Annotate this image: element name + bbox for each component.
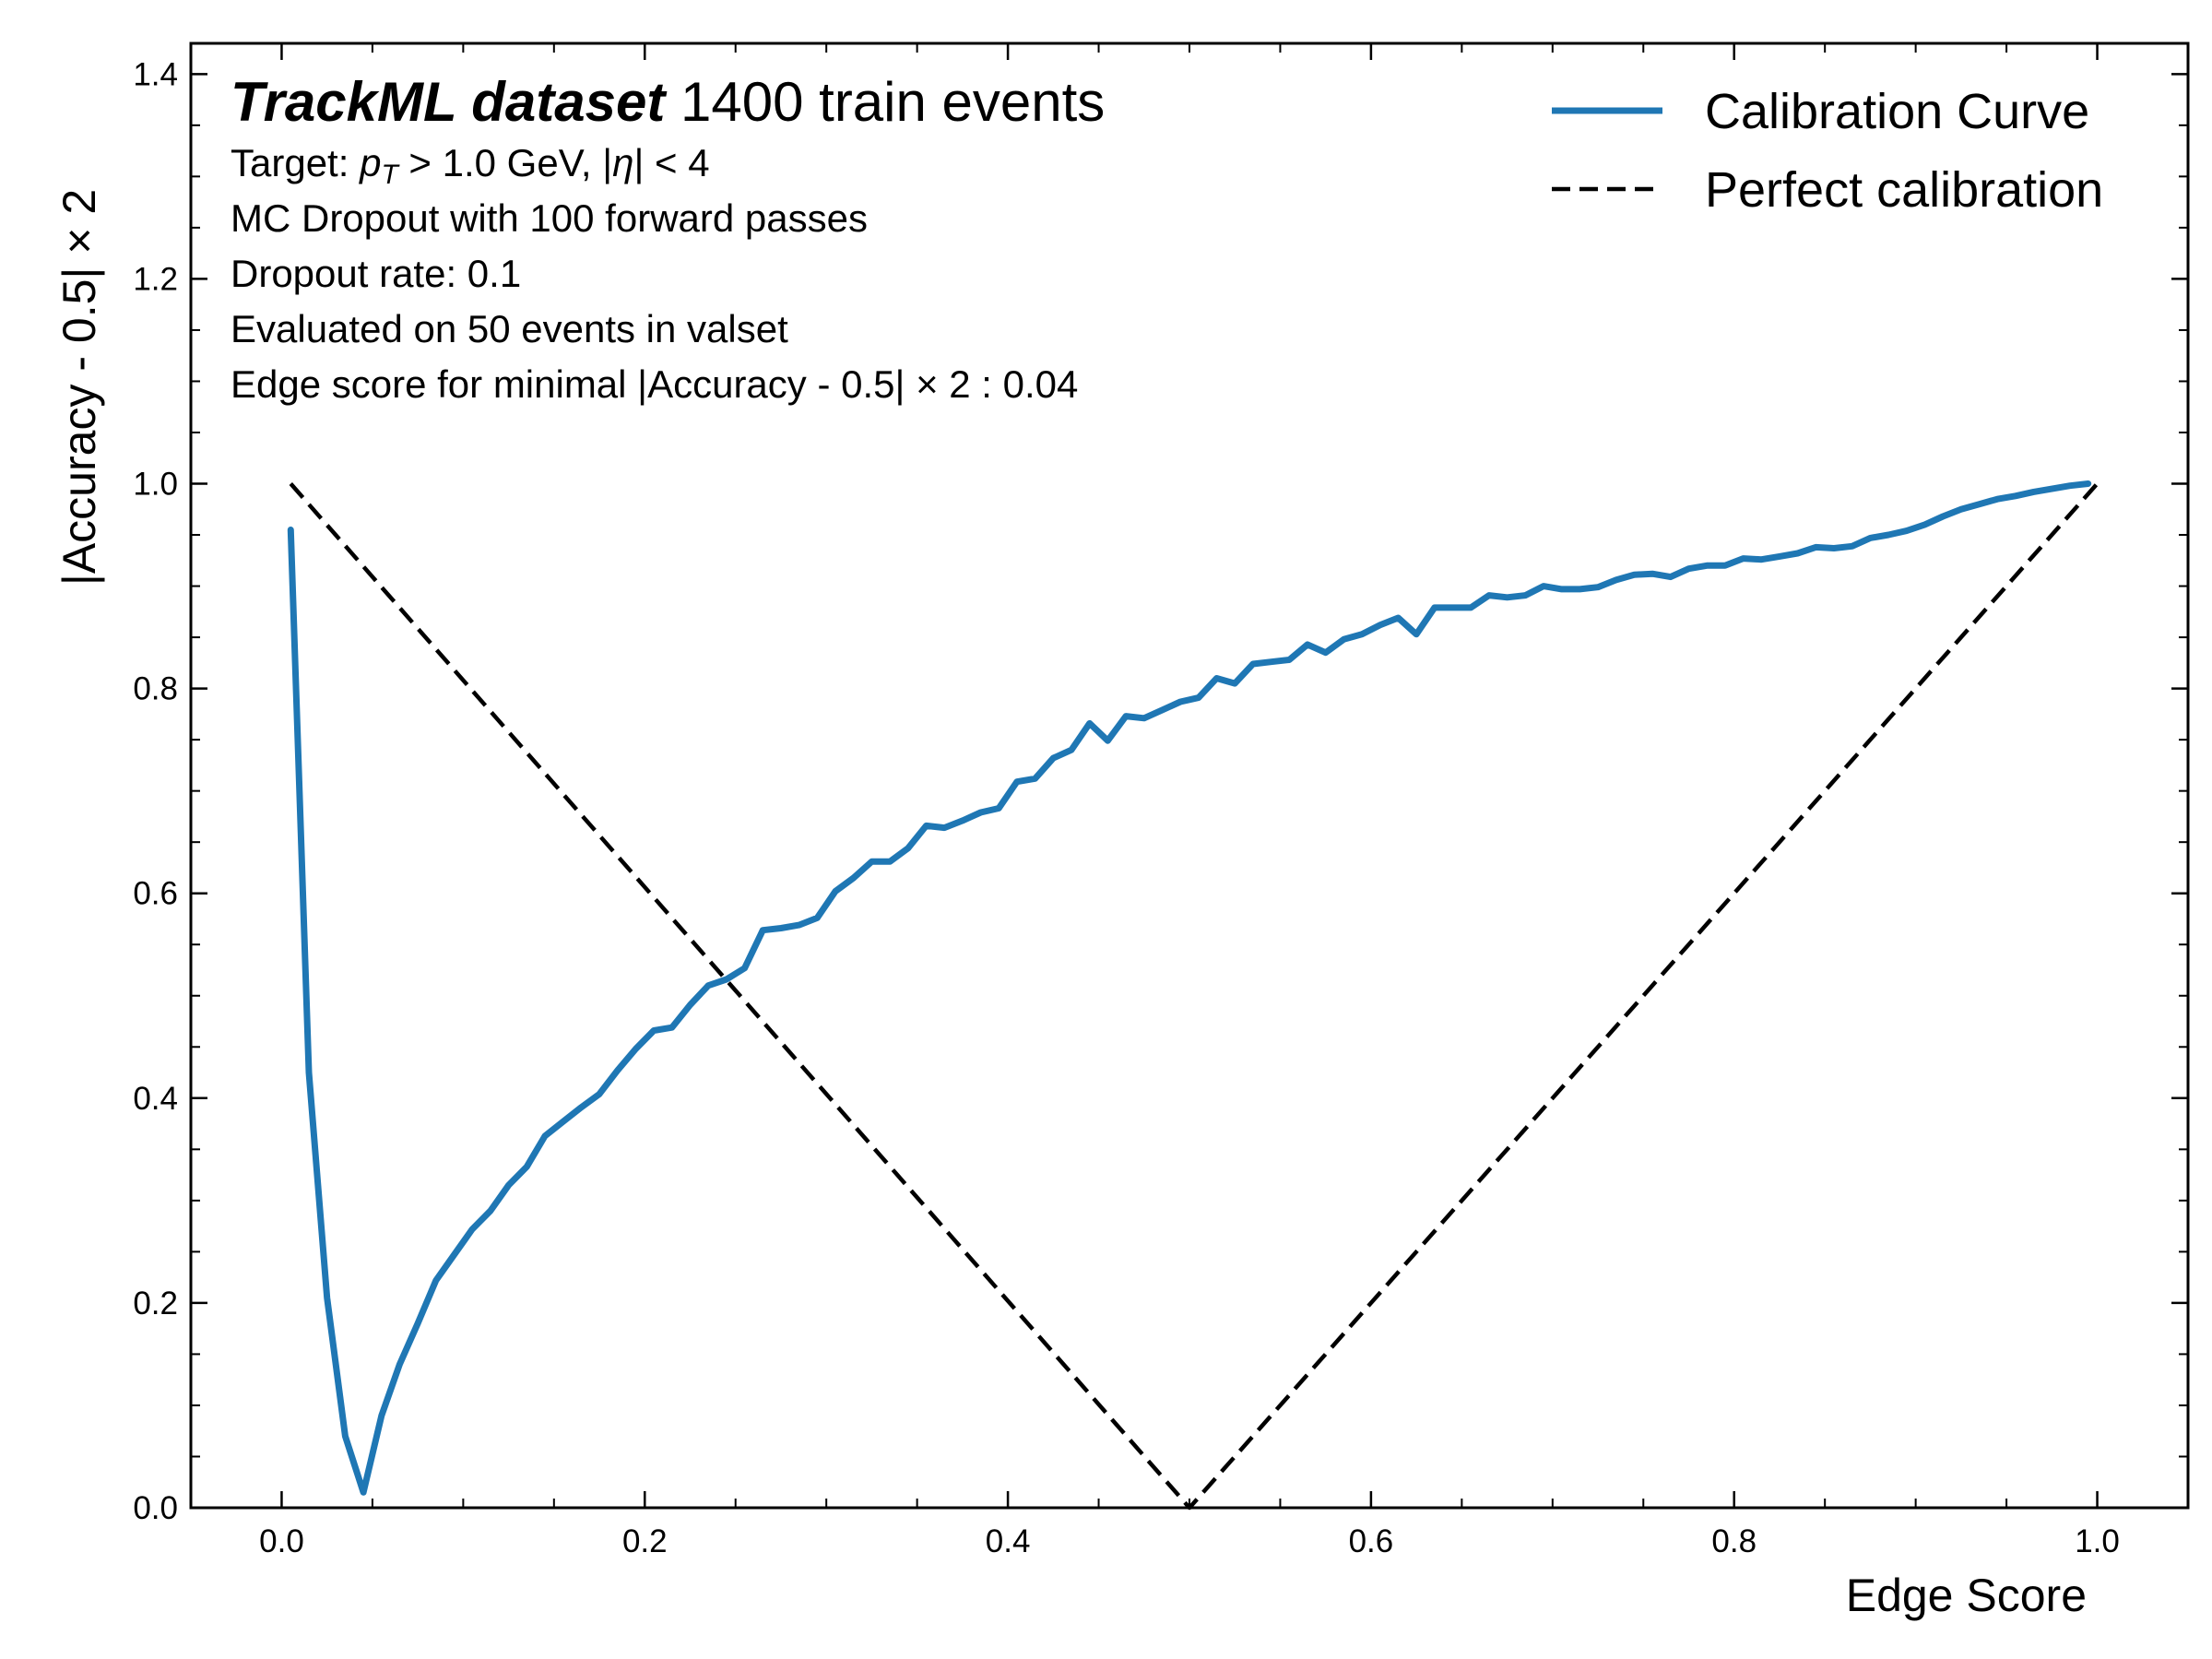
x-axis-title: Edge Score xyxy=(1846,1570,2087,1621)
annotation-target: Target: pT > 1.0 GeV, |η| < 4 xyxy=(231,141,710,190)
y-tick-label: 0.6 xyxy=(133,876,178,912)
annotation-target-end: | < 4 xyxy=(633,141,709,184)
y-tick-label: 0.0 xyxy=(133,1490,178,1526)
x-tick-label: 0.8 xyxy=(1711,1523,1757,1559)
annotation-title: TrackML dataset 1400 train events xyxy=(231,71,1105,133)
ticks-layer: 0.0 0.2 0.4 0.6 0.8 1.0 0.0 0.2 0.4 0.6 0.8 1.0 1.2 1… xyxy=(133,43,2189,1559)
series-line-calibration-curve xyxy=(287,480,2092,1496)
annotation-target-eta: η xyxy=(612,141,633,184)
x-tick-label: 0.6 xyxy=(1349,1523,1394,1559)
annotation-block: TrackML dataset 1400 train events Target… xyxy=(231,71,1105,406)
plot-frame xyxy=(189,41,2190,1510)
y-tick-label: 0.2 xyxy=(133,1286,178,1321)
y-tick-label: 1.4 xyxy=(133,56,178,92)
annotation-title-rest: 1400 train events xyxy=(665,71,1105,133)
legend-label-perfect-calibration: Perfect calibration xyxy=(1705,162,2103,218)
annotation-line: Edge score for minimal |Accuracy - 0.5| … xyxy=(231,362,1078,406)
y-tick-label: 1.0 xyxy=(133,467,178,503)
x-tick-label: 0.0 xyxy=(259,1523,304,1559)
x-tick-label: 0.2 xyxy=(622,1523,668,1559)
annotation-target-prefix: Target: xyxy=(231,141,360,184)
x-tick-label: 0.4 xyxy=(986,1523,1031,1559)
y-axis-title: |Accuracy - 0.5| × 2 xyxy=(53,189,105,586)
annotation-target-mid: > 1.0 GeV, | xyxy=(398,141,612,184)
legend-label-calibration-curve: Calibration Curve xyxy=(1705,84,2089,139)
y-tick-label: 1.2 xyxy=(133,261,178,297)
x-tick-label: 1.0 xyxy=(2075,1523,2120,1559)
legend: Calibration Curve Perfect calibration xyxy=(1552,84,2103,218)
y-tick-label: 0.8 xyxy=(133,671,178,707)
annotation-title-bold: TrackML dataset xyxy=(231,71,668,133)
annotation-target-sub: T xyxy=(381,160,400,190)
y-tick-label: 0.4 xyxy=(133,1081,178,1117)
annotation-line: MC Dropout with 100 forward passes xyxy=(231,196,868,240)
annotation-line: Dropout rate: 0.1 xyxy=(231,252,521,295)
annotation-line: Evaluated on 50 events in valset xyxy=(231,307,788,350)
annotation-target-p: p xyxy=(358,141,381,184)
